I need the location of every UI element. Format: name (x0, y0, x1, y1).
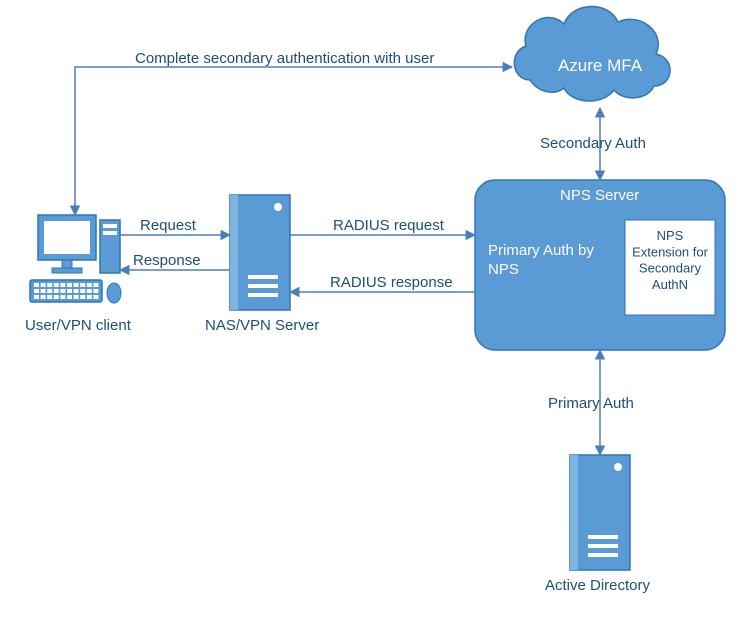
edge-label-secauth: Secondary Auth (540, 135, 646, 152)
edge-label-radreq: RADIUS request (333, 217, 445, 234)
edge-complete (75, 67, 512, 215)
nps-title: NPS Server (560, 187, 639, 204)
nas-server-icon-label: NAS/VPN Server (205, 317, 319, 334)
nps-primary-auth-text: NPS (488, 261, 519, 278)
azure-mfa-label: Azure MFA (558, 56, 643, 75)
azure-mfa-cloud-icon (514, 6, 670, 101)
edge-label-priauth: Primary Auth (548, 395, 634, 412)
nps-extension-text: Secondary (639, 261, 702, 276)
edge-label-req: Request (140, 217, 197, 234)
nps-primary-auth-text: Primary Auth by (488, 242, 594, 259)
edge-label-complete: Complete secondary authentication with u… (135, 50, 434, 67)
ad-server-icon-label: Active Directory (545, 577, 651, 594)
diagram-canvas: Azure MFA NPS Server Primary Auth by NPS NPS… (0, 0, 739, 628)
ad-server-icon (570, 455, 630, 570)
nps-extension-text: Extension for (632, 244, 709, 259)
nps-extension-text: AuthN (652, 277, 688, 292)
edge-label-resp: Response (133, 252, 201, 269)
client-label: User/VPN client (25, 317, 132, 334)
nps-extension-text: NPS (657, 228, 684, 243)
client-computer-icon (30, 215, 121, 303)
nas-server-icon (230, 195, 290, 310)
edge-label-radresp: RADIUS response (330, 274, 453, 291)
